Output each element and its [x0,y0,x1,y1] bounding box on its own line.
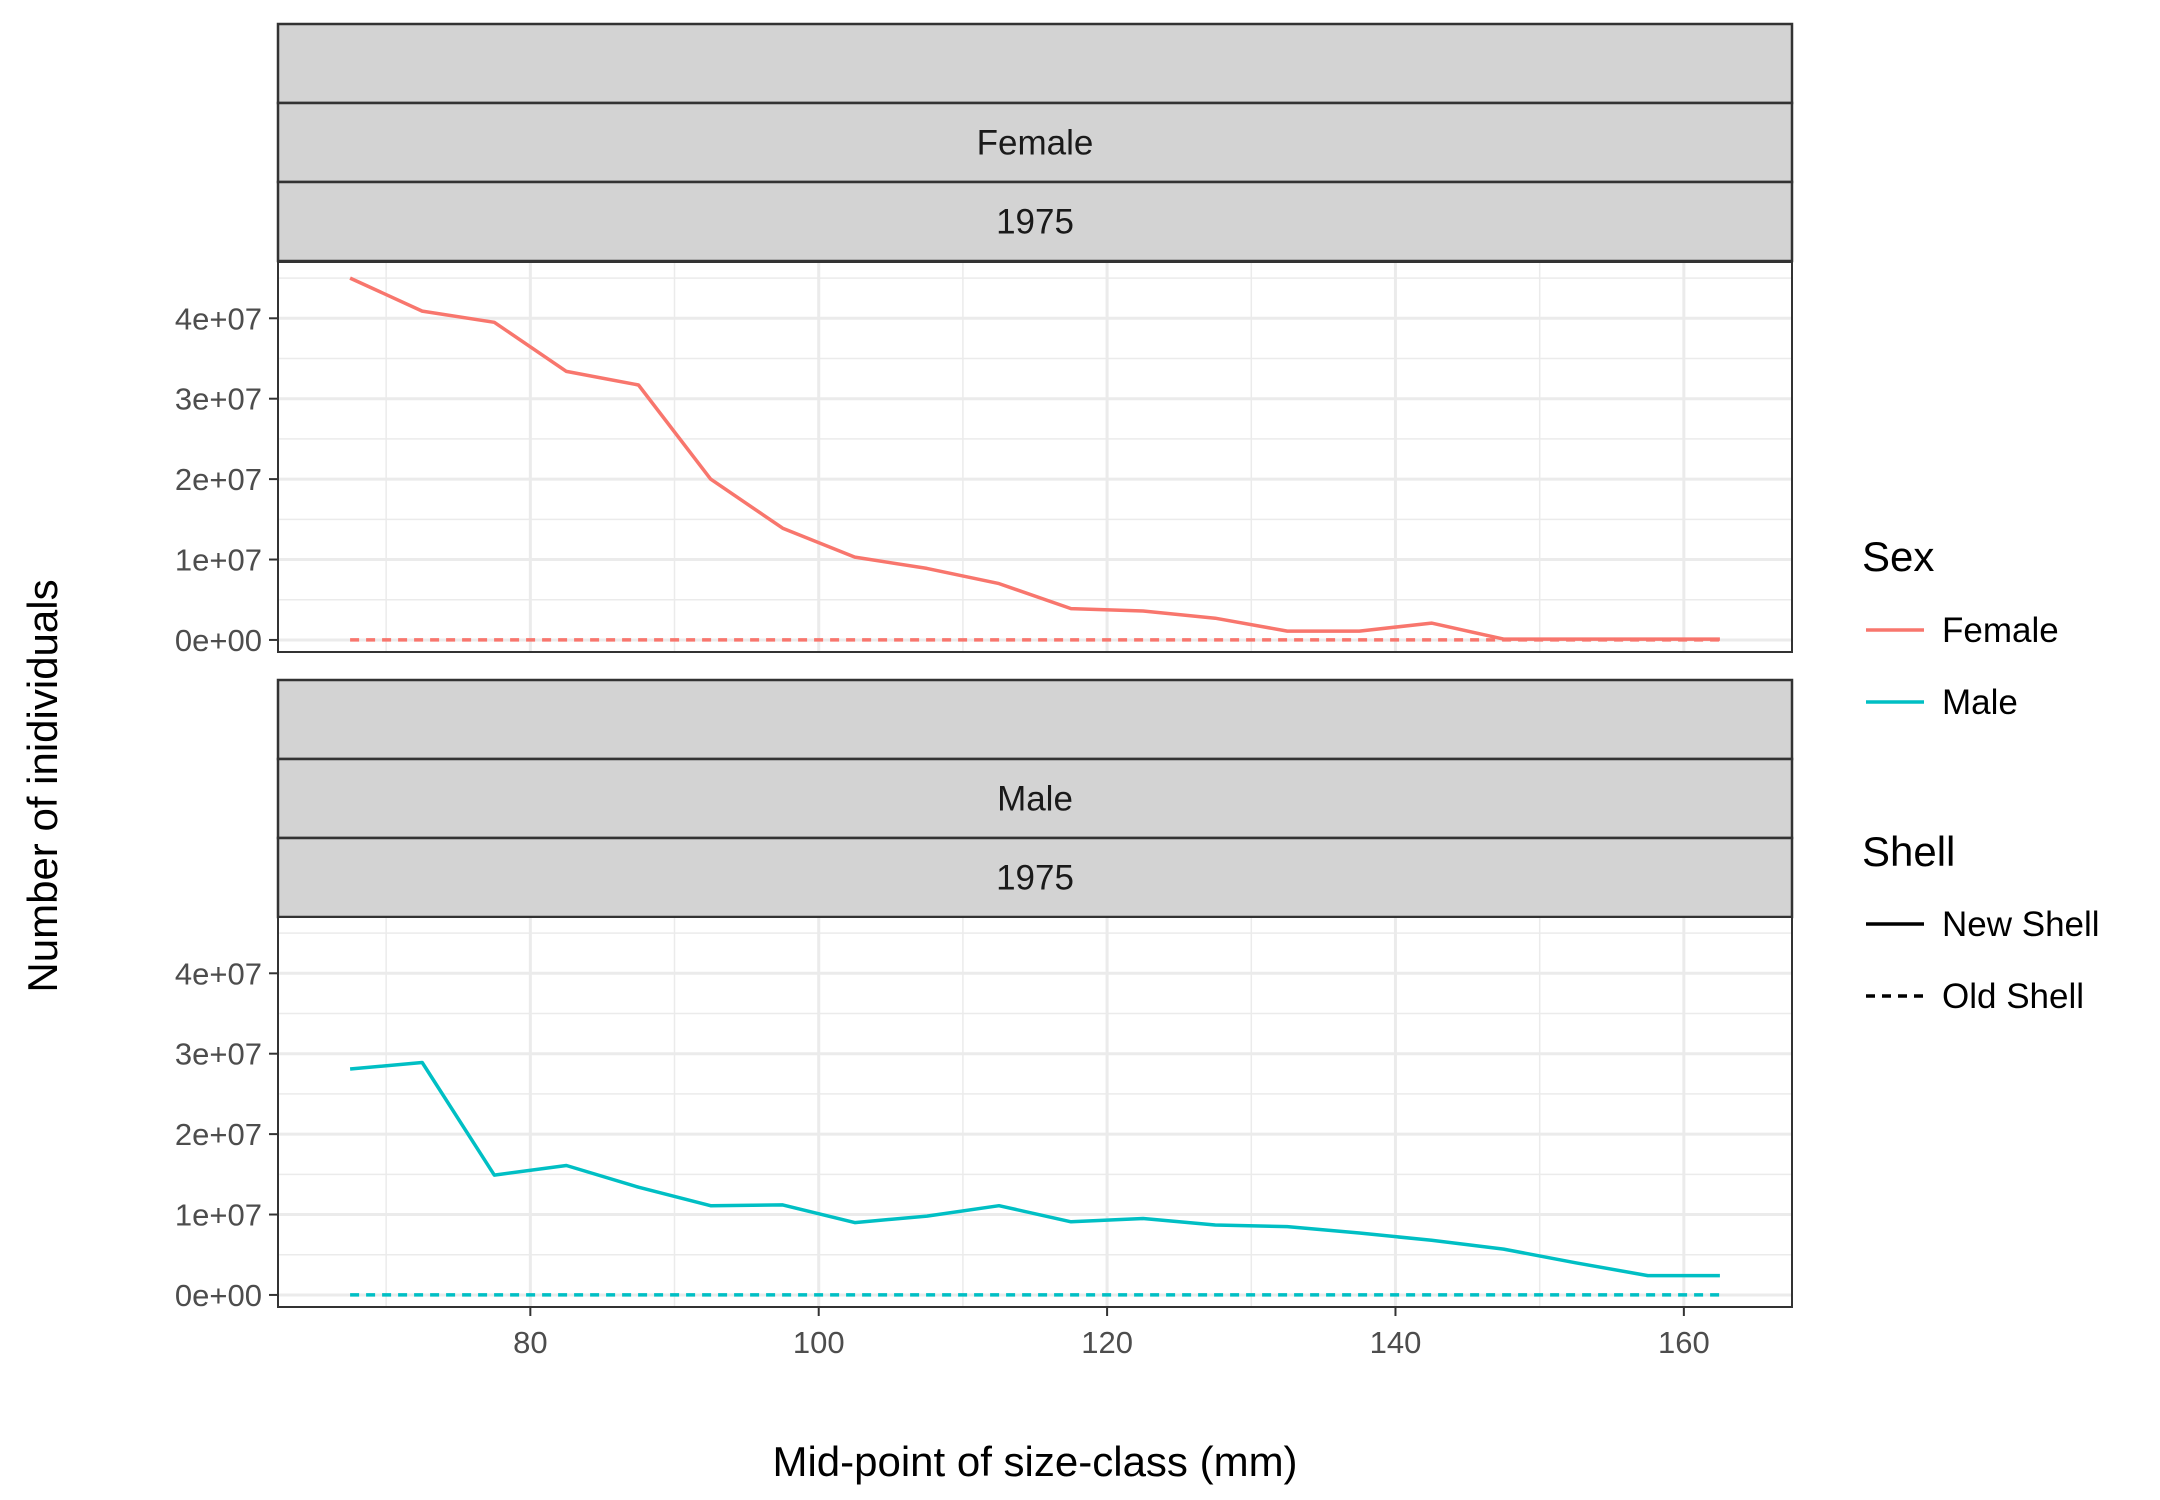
facet-strip [276,180,1794,263]
facet-strip [276,22,1794,105]
legend-label: Old Shell [1942,977,2084,1016]
x-axis-title: Mid-point of size-class (mm) [772,1438,1297,1485]
y-tick-label: 1e+07 [175,543,262,578]
x-tick-label: 120 [1081,1325,1133,1360]
legend-title: Sex [1862,533,1934,580]
x-tick-label: 140 [1370,1325,1422,1360]
y-tick-label: 0e+00 [175,1278,262,1313]
panels-layer: Female 1975 0e+00 1e+07 2e+07 3e+07 4e+07 Male 1… [175,22,1794,1313]
panel-1: Female 1975 0e+00 1e+07 2e+07 3e+07 4e+07 [175,22,1794,658]
y-tick-label: 3e+07 [175,1037,262,1072]
facet-strip [276,836,1794,919]
legend-shell: Shell New Shell Old Shell [1862,828,2100,1016]
y-tick-label: 0e+00 [175,623,262,658]
y-tick-label: 1e+07 [175,1198,262,1233]
legend-label: Female [1942,611,2059,650]
facet-strip-label: 1975 [996,203,1074,242]
y-tick-label: 4e+07 [175,301,262,336]
facet-strip-label: Female [977,124,1094,163]
x-tick-label: 100 [793,1325,845,1360]
series-line-male-new-shell [349,1060,1720,1278]
facet-strip-label: Male [997,780,1073,819]
panel-2: Male 1975 0e+00 1e+07 2e+07 3e+07 4e+07 [175,678,1794,1313]
x-tick-label: 160 [1658,1325,1710,1360]
legend-label: New Shell [1942,905,2100,944]
y-tick-label: 2e+07 [175,1117,262,1152]
facet-strip-label: 1975 [996,859,1074,898]
legend-label: Male [1942,683,2018,722]
panel-border [277,916,1793,1308]
facet-strip [276,678,1794,761]
facet-strip [276,101,1794,184]
y-tick-label: 2e+07 [175,462,262,497]
series-line-female-new-shell [349,276,1720,641]
plot-background [278,917,1792,1307]
x-tick-label: 80 [513,1325,547,1360]
x-axis: 80 100 120 140 160 [513,1307,1710,1360]
y-tick-label: 3e+07 [175,382,262,417]
y-tick-label: 4e+07 [175,956,262,991]
y-axis-title: Number of inidividuals [19,579,66,992]
legend-title: Shell [1862,828,1955,875]
panel-border [277,261,1793,653]
plot-background [278,262,1792,652]
